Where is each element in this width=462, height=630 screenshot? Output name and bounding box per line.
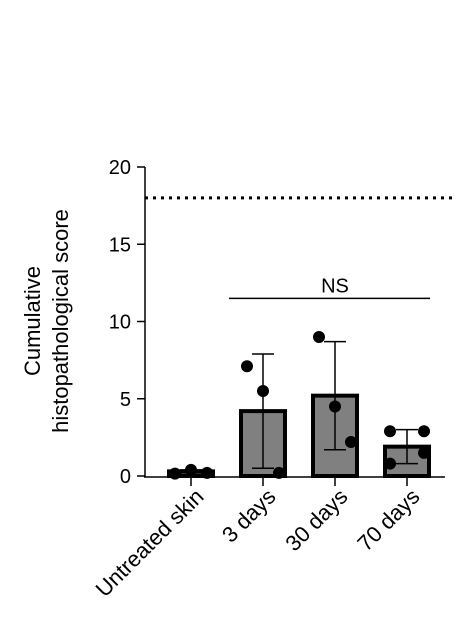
y-tick-label: 0 bbox=[120, 466, 131, 488]
data-point bbox=[313, 330, 325, 343]
data-point bbox=[257, 385, 269, 398]
data-point bbox=[345, 436, 357, 449]
data-point bbox=[241, 360, 253, 373]
annotation: NS bbox=[321, 275, 349, 297]
data-point bbox=[384, 457, 396, 470]
data-point bbox=[185, 463, 197, 476]
data-point bbox=[384, 425, 396, 438]
y-tick-label: 20 bbox=[109, 157, 131, 179]
y-axis-label: Cumulative bbox=[20, 266, 45, 376]
y-tick-label: 15 bbox=[109, 234, 131, 256]
x-tick-label: 3 days bbox=[217, 484, 281, 548]
data-point bbox=[329, 400, 341, 413]
data-point bbox=[169, 467, 181, 480]
data-point bbox=[273, 466, 285, 479]
y-axis-label: histopathological score bbox=[48, 209, 73, 433]
data-point bbox=[418, 425, 430, 438]
y-tick-label: 10 bbox=[109, 312, 131, 334]
y-tick-label: 5 bbox=[120, 389, 131, 411]
x-tick-label: Untreated skin bbox=[91, 484, 209, 602]
data-point bbox=[201, 466, 213, 479]
data-point bbox=[418, 446, 430, 459]
x-tick-label: 30 days bbox=[280, 484, 352, 556]
x-tick-label: 70 days bbox=[352, 484, 424, 556]
